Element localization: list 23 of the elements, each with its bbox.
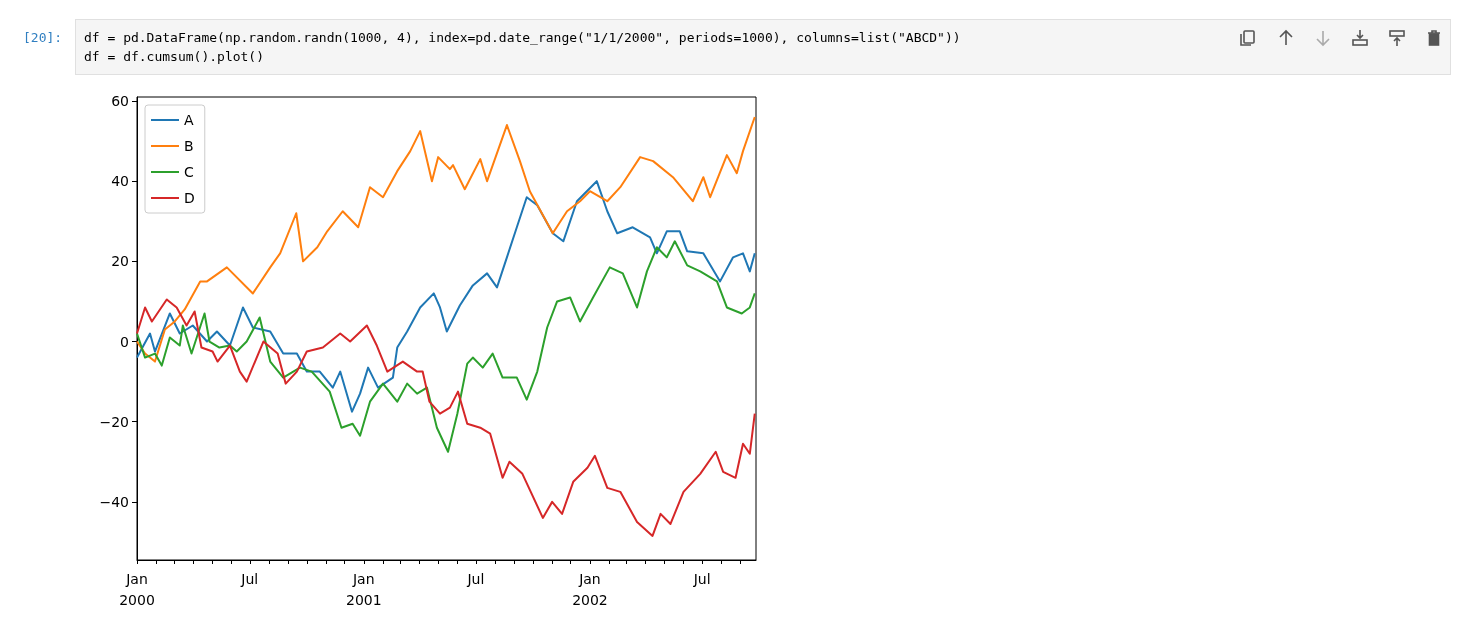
x-tick-label: Jul: [240, 570, 259, 587]
text: df = pd.DataFrame(np.random.randn(1000, 4), index=pd.date_range("1/1/2000", periods=1000), columns=list("ABCD")): [84, 29, 961, 47]
legend-label: D: [184, 190, 195, 206]
y-tick-label: −20: [99, 413, 129, 430]
x-tick-label: Jul: [692, 570, 711, 587]
y-tick-label: 0: [120, 333, 129, 350]
line-series: [136, 298, 756, 537]
legend-label: B: [184, 138, 194, 154]
legend-label: A: [184, 112, 194, 128]
y-tick-label: 20: [111, 253, 129, 270]
y-tick-label: −40: [99, 493, 129, 510]
line-series: [136, 180, 756, 413]
x-tick-label: Jan 2002: [572, 570, 608, 608]
y-tick-label: 60: [111, 93, 129, 110]
line-series: [136, 116, 756, 363]
x-tick-label: Jul: [466, 570, 485, 587]
legend-label: C: [184, 164, 194, 180]
x-tick-label: Jan 2000: [119, 570, 155, 608]
text: df = df.cumsum().plot(): [84, 48, 265, 66]
y-tick-label: 40: [111, 173, 129, 190]
x-tick-label: Jan 2001: [345, 570, 382, 608]
text: [20]:: [23, 30, 63, 45]
line-series: [136, 240, 756, 453]
